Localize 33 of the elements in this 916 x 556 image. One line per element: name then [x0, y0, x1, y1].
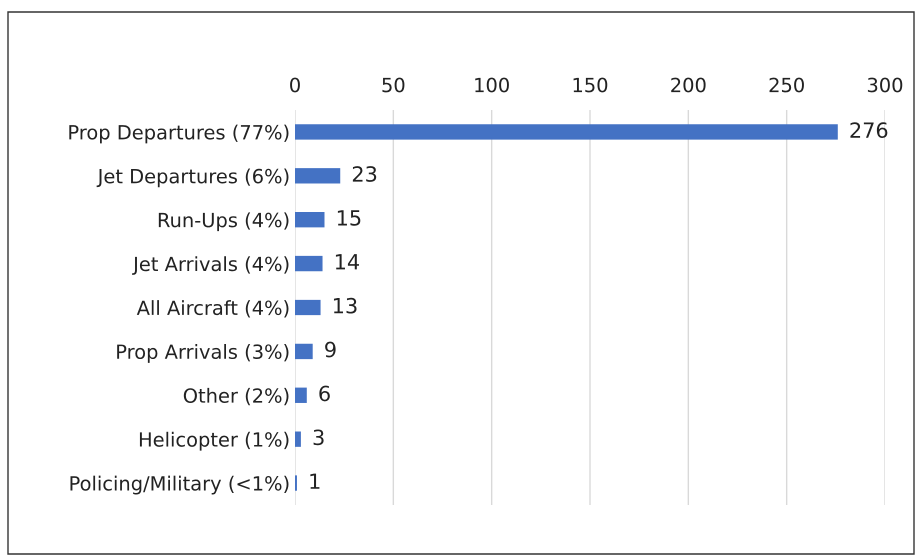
bar — [295, 344, 313, 360]
data-label: 14 — [336, 254, 359, 270]
y-tick-label: Helicopter (1%) — [140, 432, 288, 451]
bar — [295, 124, 838, 140]
y-tick-label: Prop Departures (77%) — [69, 124, 288, 144]
bar — [295, 256, 323, 272]
x-tick-label: 150 — [574, 78, 608, 92]
bar — [295, 168, 340, 184]
y-tick-label: Policing/Military (<1%) — [70, 476, 288, 494]
data-label: 15 — [338, 210, 360, 226]
data-label: 9 — [325, 342, 336, 358]
y-tick-label: Prop Arrivals (3%) — [117, 344, 288, 363]
data-label: 6 — [319, 386, 330, 402]
data-label: 3 — [314, 429, 324, 446]
data-label: 276 — [850, 122, 888, 138]
y-tick-label: All Aircraft (4%) — [136, 300, 288, 318]
x-tick-label: 100 — [475, 78, 509, 92]
bar — [295, 300, 321, 316]
x-tick-label: 0 — [290, 78, 300, 92]
data-label: 1 — [310, 474, 320, 489]
y-tick-label: Jet Arrivals (4%) — [132, 256, 288, 275]
x-tick-label: 200 — [671, 78, 706, 92]
y-tick-label: Jet Departures (6%) — [96, 168, 288, 188]
y-tick-label: Other (2%) — [184, 388, 288, 406]
x-tick-label: 50 — [382, 78, 404, 92]
x-tick-label: 300 — [868, 78, 902, 92]
bar — [295, 212, 324, 228]
y-tick-label: Run-Ups (4%) — [158, 212, 288, 232]
bar — [295, 431, 301, 447]
x-tick-label: 250 — [770, 78, 804, 92]
bar — [295, 388, 307, 403]
data-label: 13 — [334, 298, 357, 314]
data-label: 23 — [352, 166, 376, 182]
